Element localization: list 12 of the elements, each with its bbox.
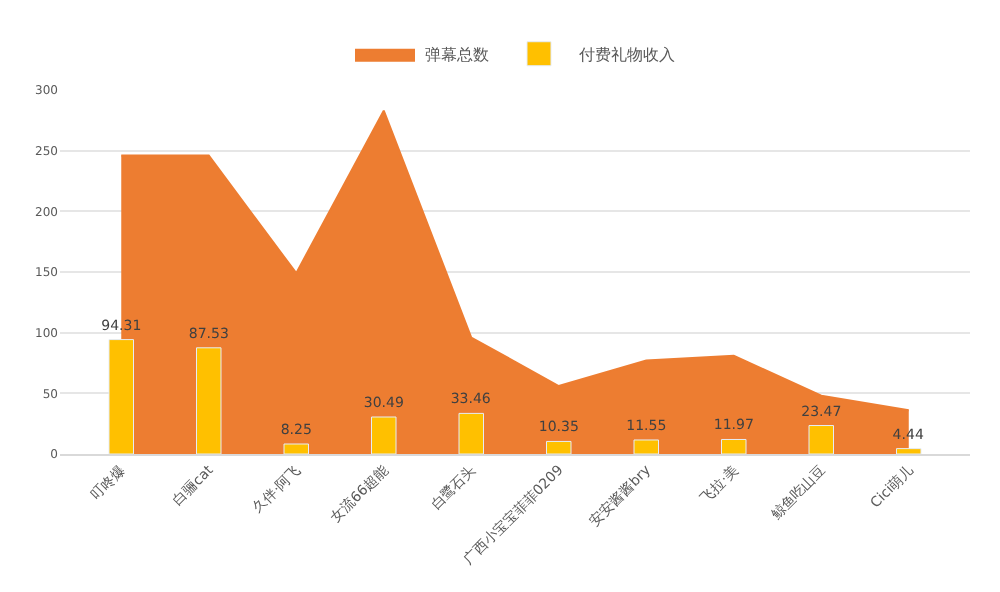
bar <box>458 412 484 454</box>
bar <box>108 339 134 454</box>
bar <box>371 416 397 454</box>
bar <box>546 440 572 454</box>
bar <box>196 347 222 454</box>
legend-label: 弹幕总数 <box>425 45 489 64</box>
bar <box>808 425 834 454</box>
bar <box>896 448 922 454</box>
bar <box>283 443 309 454</box>
bar <box>633 439 659 454</box>
legend-label: 付费礼物收入 <box>579 45 675 64</box>
bar <box>721 438 747 454</box>
